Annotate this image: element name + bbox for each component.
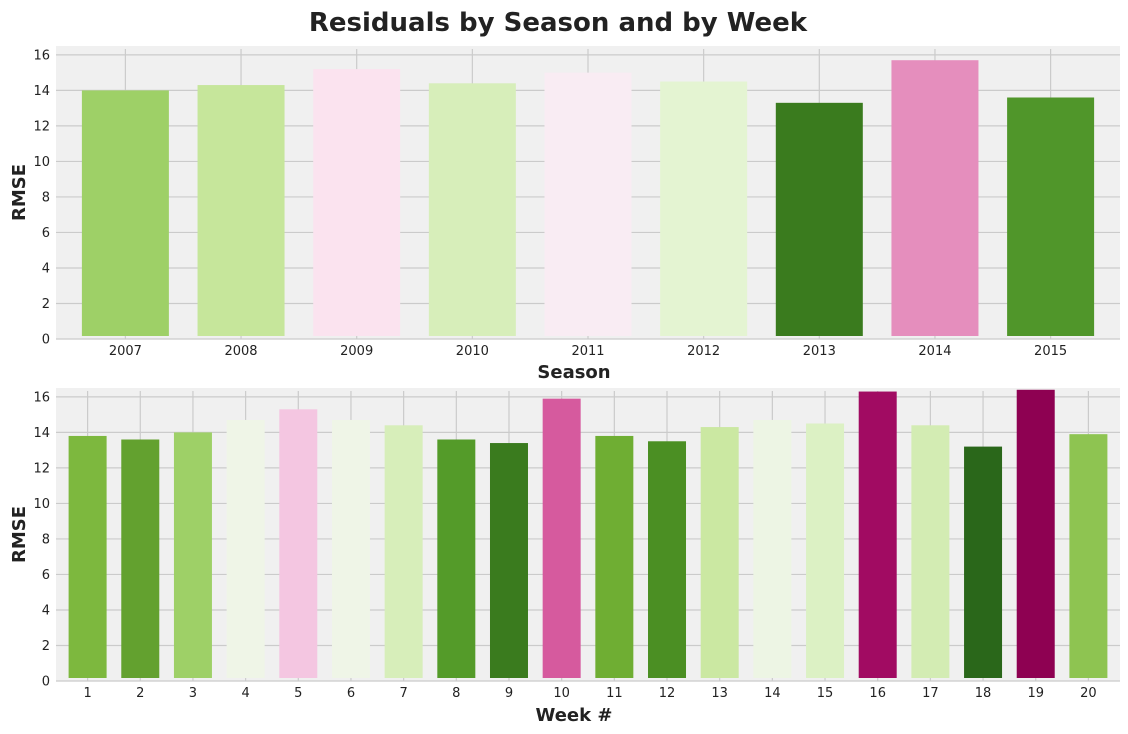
bar [313,69,401,337]
x-tick-label: 19 [1027,686,1044,701]
y-tick-label: 2 [42,639,50,654]
bar [81,90,169,336]
x-tick-label: 5 [294,686,302,701]
bar [700,427,739,678]
y-tick-label: 2 [42,297,50,312]
x-tick-label: 11 [606,686,623,701]
bar [384,425,423,678]
bar [226,419,265,678]
y-tick-label: 10 [33,155,50,170]
bar [68,435,107,678]
bar [1007,97,1095,336]
y-axis-label: RMSE [9,506,30,563]
y-tick-label: 10 [33,497,50,512]
bar [753,419,792,678]
x-tick-label: 2015 [1034,344,1067,359]
x-tick-label: 2009 [340,344,373,359]
y-tick-label: 6 [42,568,50,583]
x-tick-label: 10 [553,686,570,701]
y-tick-label: 12 [33,461,50,476]
x-tick-label: 2012 [687,344,720,359]
y-tick-label: 4 [42,261,50,276]
bar [121,439,160,678]
x-axis-label: Week # [536,705,613,726]
x-tick-label: 2013 [803,344,836,359]
bar [173,432,212,678]
bar [964,446,1003,678]
x-tick-label: 15 [817,686,834,701]
bar [197,85,285,336]
y-tick-label: 0 [42,675,50,690]
x-tick-label: 14 [764,686,781,701]
x-tick-label: 13 [711,686,728,701]
bar [428,83,516,336]
y-tick-label: 14 [33,84,50,99]
x-tick-label: 6 [347,686,355,701]
x-tick-label: 8 [452,686,460,701]
x-tick-label: 2 [136,686,144,701]
bar [1016,389,1055,678]
y-tick-label: 8 [42,190,50,205]
bar [806,423,845,678]
bar [858,391,897,678]
bar [279,409,318,678]
x-tick-label: 17 [922,686,939,701]
bar [891,60,979,337]
x-tick-label: 16 [869,686,886,701]
y-axis-label: RMSE [9,164,30,221]
bar [437,439,476,678]
x-tick-label: 9 [505,686,513,701]
x-tick-label: 2014 [918,344,951,359]
x-axis-label: Season [537,362,610,383]
x-tick-label: 3 [189,686,197,701]
season-chart: 0 2 4 6 8 10 12 14 16 2007 2008 2009 2010 2011 2012 201… [9,46,1120,383]
y-tick-label: 4 [42,603,50,618]
bar [1069,434,1108,678]
x-tick-label: 2011 [571,344,604,359]
bar [331,419,370,678]
x-tick-label: 18 [975,686,992,701]
x-tick-label: 4 [241,686,249,701]
y-tick-label: 16 [33,48,50,63]
bar [542,398,581,678]
bar [911,425,950,678]
y-tick-label: 0 [42,333,50,348]
x-tick-label: 20 [1080,686,1097,701]
bar [489,443,528,678]
y-tick-label: 12 [33,119,50,134]
bar [544,72,632,337]
bar [595,435,634,678]
bar [648,441,687,678]
chart-title: Residuals by Season and by Week [309,8,808,38]
y-tick-label: 6 [42,226,50,241]
x-tick-label: 2007 [109,344,142,359]
x-tick-label: 12 [659,686,676,701]
y-tick-label: 16 [33,390,50,405]
x-tick-label: 2010 [456,344,489,359]
x-tick-label: 2008 [224,344,257,359]
y-tick-label: 8 [42,532,50,547]
x-tick-label: 7 [400,686,408,701]
bar [775,102,863,336]
x-tick-label: 1 [83,686,91,701]
bar [660,81,748,336]
y-tick-label: 14 [33,426,50,441]
